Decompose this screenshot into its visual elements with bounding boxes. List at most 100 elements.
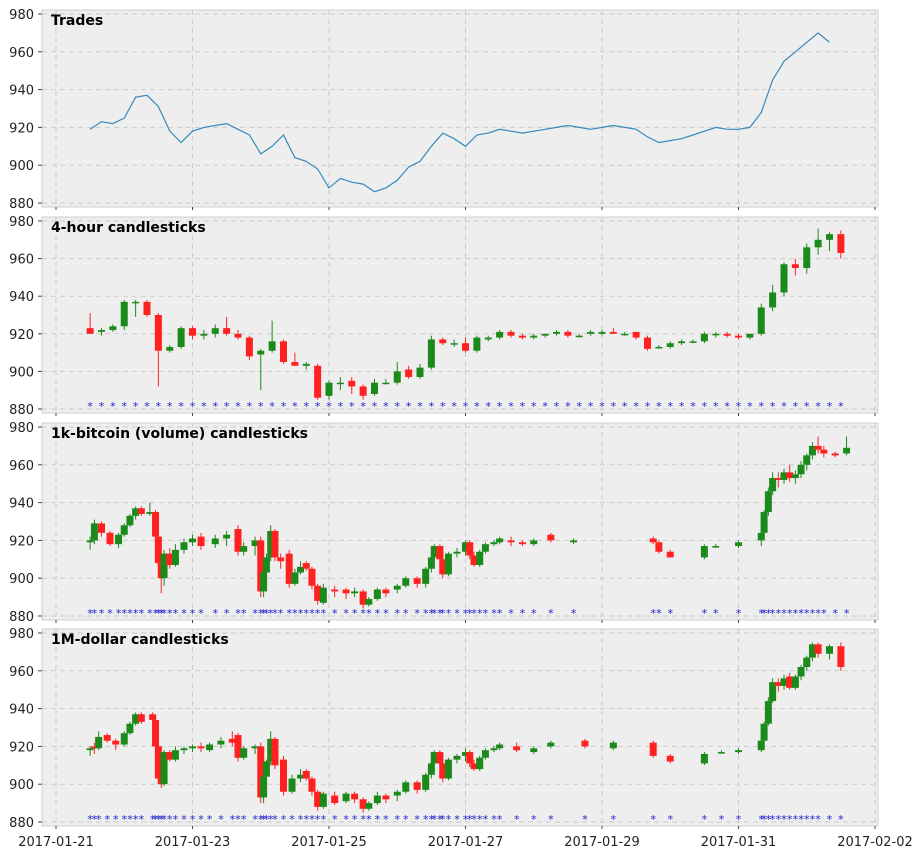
candle-start-marker: * <box>181 607 187 620</box>
candle-start-marker: * <box>403 607 409 620</box>
candle-body <box>780 472 788 480</box>
candle-start-marker: * <box>298 607 304 620</box>
candle-body <box>217 740 225 745</box>
candle-start-marker: * <box>292 400 298 413</box>
candle-start-marker: * <box>92 813 98 826</box>
candle-body <box>234 333 242 338</box>
y-tick-label: 960 <box>9 253 34 268</box>
candle-start-marker: * <box>281 400 287 413</box>
candle-start-marker: * <box>793 813 799 826</box>
x-tick-label: 2017-01-29 <box>564 835 640 850</box>
candle-body <box>439 339 447 344</box>
candle-body <box>359 386 367 396</box>
candle-body <box>803 455 811 465</box>
candle-start-marker: * <box>446 813 452 826</box>
candle-body <box>427 557 435 569</box>
candle-body <box>570 540 578 543</box>
candle-body <box>427 763 435 775</box>
candle-start-marker: * <box>258 400 264 413</box>
candle-start-marker: * <box>656 607 662 620</box>
candle-body <box>200 333 208 336</box>
candle-body <box>831 453 839 456</box>
candle-body <box>177 328 185 347</box>
candle-body <box>769 682 777 702</box>
candle-start-marker: * <box>798 607 804 620</box>
candle-body <box>359 591 367 605</box>
candle-body <box>735 750 742 753</box>
candle-start-marker: * <box>139 813 145 826</box>
y-tick-label: 960 <box>9 46 34 61</box>
candle-start-marker: * <box>483 813 489 826</box>
candle-start-marker: * <box>776 813 782 826</box>
candle-body <box>496 744 504 749</box>
candle-body <box>791 474 799 479</box>
candle-start-marker: * <box>838 813 844 826</box>
candle-start-marker: * <box>375 607 381 620</box>
candle-body <box>837 234 845 253</box>
candle-body <box>760 723 768 741</box>
candle-start-marker: * <box>326 400 332 413</box>
candle-body <box>547 742 555 747</box>
y-tick-label: 960 <box>9 459 34 474</box>
x-tick-label: 2017-01-21 <box>18 835 94 850</box>
candle-body <box>436 752 444 764</box>
candle-body <box>197 536 205 547</box>
x-tick-label: 2017-02-02 <box>837 835 913 850</box>
candle-body <box>712 333 720 336</box>
candle-body <box>267 738 275 762</box>
candle-body <box>481 750 489 758</box>
candle-start-marker: * <box>304 813 310 826</box>
candle-start-marker: * <box>104 813 110 826</box>
candle-body <box>797 667 805 677</box>
candle-body <box>644 337 651 349</box>
candle-start-marker: * <box>446 607 452 620</box>
candle-body <box>137 508 145 514</box>
candle-start-marker: * <box>759 607 765 620</box>
candle-body <box>302 363 310 366</box>
candle-body <box>95 736 103 749</box>
candle-body <box>302 563 310 569</box>
candle-start-marker: * <box>781 607 787 620</box>
candle-start-marker: * <box>477 607 483 620</box>
candle-start-marker: * <box>815 813 821 826</box>
candle-start-marker: * <box>360 813 366 826</box>
candle-body <box>430 752 438 764</box>
candle-body <box>109 326 117 331</box>
candle-body <box>422 568 430 584</box>
candle-body <box>291 572 299 584</box>
candle-start-marker: * <box>719 813 725 826</box>
candle-body <box>462 542 469 552</box>
candle-start-marker: * <box>218 813 224 826</box>
panel-background <box>41 9 879 208</box>
y-tick-label: 920 <box>9 328 34 343</box>
candle-start-marker: * <box>167 607 173 620</box>
candle-body <box>496 538 504 543</box>
candle-start-marker: * <box>690 400 696 413</box>
candle-body <box>314 585 322 601</box>
candle-body <box>780 264 788 293</box>
candle-start-marker: * <box>304 400 310 413</box>
candle-start-marker: * <box>531 813 537 826</box>
candle-body <box>413 578 421 584</box>
candle-body <box>308 778 316 792</box>
candle-body <box>473 337 481 351</box>
candle-start-marker: * <box>156 813 162 826</box>
candle-body <box>609 742 617 749</box>
candle-start-marker: * <box>483 607 489 620</box>
candle-start-marker: * <box>272 607 278 620</box>
candle-body <box>291 362 299 366</box>
candle-body <box>234 529 242 552</box>
candle-body <box>444 553 452 575</box>
candle-body <box>723 333 731 336</box>
candle-body <box>712 546 720 548</box>
candle-start-marker: * <box>491 813 497 826</box>
candle-start-marker: * <box>414 813 420 826</box>
candle-start-marker: * <box>497 813 503 826</box>
candle-start-marker: * <box>122 813 128 826</box>
candle-body <box>359 799 367 809</box>
candle-start-marker: * <box>582 813 588 826</box>
candle-body <box>439 763 447 779</box>
candle-start-marker: * <box>127 607 133 620</box>
candle-body <box>180 542 188 550</box>
